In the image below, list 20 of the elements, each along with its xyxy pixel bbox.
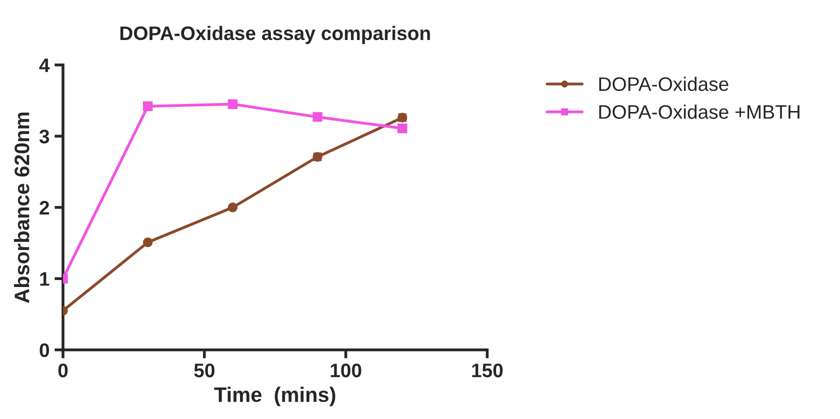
- chart-title: DOPA-Oxidase assay comparison: [120, 26, 430, 44]
- point: [398, 123, 408, 134]
- y-tick-label: 4: [39, 58, 50, 72]
- x-axis-title: Time (mins): [214, 386, 336, 406]
- point: [312, 112, 322, 122]
- point: [228, 202, 238, 212]
- point: [142, 237, 153, 248]
- x-tick-label: 150: [472, 364, 503, 378]
- x-tick-label: 50: [194, 364, 214, 378]
- y-tick-label: 1: [40, 272, 50, 286]
- y-tick-label: 0: [40, 343, 50, 358]
- x-tick-label: 0: [58, 364, 68, 378]
- y-tick-label: 3: [39, 130, 50, 144]
- point: [142, 101, 153, 112]
- point: [228, 99, 238, 109]
- y-tick-label: 2: [40, 200, 50, 214]
- legend-label: DOPA-Oxidase: [599, 76, 728, 92]
- y-axis-title: Absorbance 620nm: [14, 112, 30, 303]
- x-tick-label: 100: [330, 364, 362, 378]
- legend-label: DOPA-Oxidase +MBTH: [599, 104, 800, 119]
